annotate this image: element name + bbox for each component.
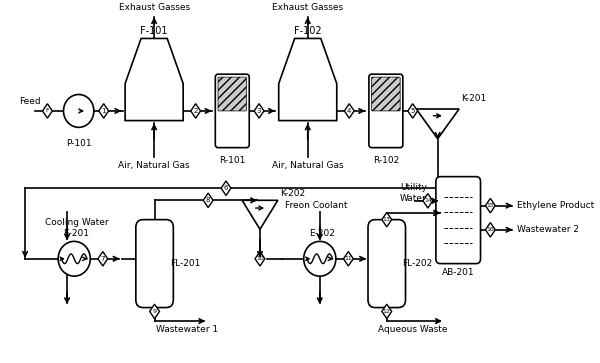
Text: 6: 6 <box>224 185 228 191</box>
Polygon shape <box>416 109 459 139</box>
Text: 16: 16 <box>487 227 494 232</box>
Polygon shape <box>485 198 495 213</box>
Polygon shape <box>99 104 109 118</box>
Circle shape <box>58 241 90 276</box>
Polygon shape <box>255 252 265 266</box>
Text: K-202: K-202 <box>280 189 305 198</box>
Text: K-201: K-201 <box>461 94 486 103</box>
Text: 10: 10 <box>256 256 264 261</box>
FancyBboxPatch shape <box>215 74 249 148</box>
Text: FL-202: FL-202 <box>402 259 432 268</box>
Text: Wastewater 2: Wastewater 2 <box>517 225 579 234</box>
Text: F-101: F-101 <box>140 25 168 36</box>
Text: Feed: Feed <box>19 97 40 106</box>
Text: 13: 13 <box>383 217 391 222</box>
Text: F: F <box>46 109 49 113</box>
Text: Exhaust Gasses: Exhaust Gasses <box>272 3 343 12</box>
Circle shape <box>64 94 94 127</box>
Text: Utility
Water: Utility Water <box>400 183 427 203</box>
Text: 11: 11 <box>344 256 352 261</box>
Polygon shape <box>279 38 337 121</box>
Polygon shape <box>382 304 392 319</box>
FancyBboxPatch shape <box>368 220 406 307</box>
Text: 5: 5 <box>410 108 415 114</box>
Polygon shape <box>242 200 278 229</box>
Polygon shape <box>125 38 183 121</box>
Text: 3: 3 <box>257 108 262 114</box>
Polygon shape <box>98 252 108 266</box>
Text: Cooling Water: Cooling Water <box>45 218 109 227</box>
Text: R-101: R-101 <box>219 156 245 165</box>
Text: 1: 1 <box>101 108 106 114</box>
Text: 8: 8 <box>206 197 211 203</box>
Text: Ethylene Product: Ethylene Product <box>517 201 595 210</box>
Text: P-101: P-101 <box>66 139 91 148</box>
Text: Air, Natural Gas: Air, Natural Gas <box>272 161 344 170</box>
Text: Freon Coolant: Freon Coolant <box>285 201 347 211</box>
Polygon shape <box>344 104 354 118</box>
Polygon shape <box>343 252 353 266</box>
FancyBboxPatch shape <box>436 177 481 264</box>
Text: 2: 2 <box>193 108 198 114</box>
Polygon shape <box>149 304 160 319</box>
Text: Exhaust Gasses: Exhaust Gasses <box>119 3 190 12</box>
FancyBboxPatch shape <box>136 220 173 307</box>
Text: AB-201: AB-201 <box>442 268 475 277</box>
Text: 9: 9 <box>152 309 157 314</box>
FancyBboxPatch shape <box>218 77 247 111</box>
Polygon shape <box>254 104 264 118</box>
Text: F-102: F-102 <box>294 25 322 36</box>
Polygon shape <box>191 104 200 118</box>
Text: 15: 15 <box>487 203 494 208</box>
Polygon shape <box>43 104 52 118</box>
Text: 12: 12 <box>383 309 391 314</box>
Polygon shape <box>221 181 231 195</box>
Text: 4: 4 <box>347 108 352 114</box>
Polygon shape <box>203 193 213 208</box>
Circle shape <box>304 241 336 276</box>
FancyBboxPatch shape <box>371 77 400 111</box>
Text: E-201: E-201 <box>63 229 89 238</box>
FancyBboxPatch shape <box>369 74 403 148</box>
Text: Wastewater 1: Wastewater 1 <box>157 325 218 334</box>
Polygon shape <box>485 223 495 237</box>
Text: Aqueous Waste: Aqueous Waste <box>378 325 448 334</box>
Polygon shape <box>423 193 433 208</box>
Text: R-102: R-102 <box>373 156 399 165</box>
Polygon shape <box>408 104 418 118</box>
Text: E-202: E-202 <box>308 229 335 238</box>
Text: 14: 14 <box>424 198 432 203</box>
Polygon shape <box>382 212 392 227</box>
Text: 7: 7 <box>101 256 105 262</box>
Text: Air, Natural Gas: Air, Natural Gas <box>118 161 190 170</box>
Text: FL-201: FL-201 <box>170 259 200 268</box>
